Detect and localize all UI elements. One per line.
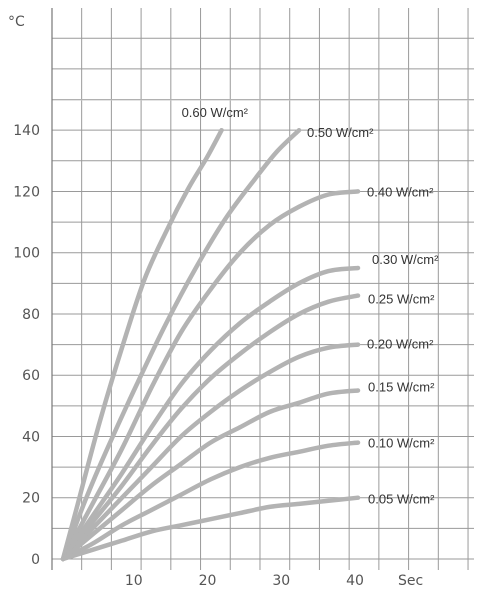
series-label: 0.50 W/cm² — [307, 125, 374, 140]
y-tick-label: 100 — [13, 246, 40, 262]
grid — [51, 8, 474, 570]
series-line — [60, 265, 361, 562]
series-label: 0.40 W/cm² — [367, 184, 434, 199]
series-label: 0.20 W/cm² — [367, 337, 434, 352]
x-tick-label: 20 — [199, 573, 217, 589]
series-label: 0.25 W/cm² — [368, 292, 435, 307]
series-line — [60, 440, 361, 562]
x-tick-label: 40 — [346, 573, 364, 589]
series-label: 0.30 W/cm² — [372, 252, 439, 267]
series-line — [60, 127, 224, 562]
x-tick-label: 30 — [272, 573, 290, 589]
y-tick-label: 80 — [22, 307, 40, 323]
y-tick-label: 40 — [22, 429, 40, 445]
series-label: 0.60 W/cm² — [182, 105, 249, 120]
series-line — [60, 388, 361, 562]
curve-labels: 0.60 W/cm² 0.50 W/cm² 0.40 W/cm² 0.30 W/cm²… — [182, 105, 440, 507]
y-tick-label: 60 — [22, 368, 40, 384]
y-tick-label: 0 — [31, 552, 40, 568]
tick-labels: 0 20 40 60 80 100 120 140 10 20 30 40 — [13, 123, 364, 589]
series-line — [60, 293, 361, 562]
series-line — [60, 127, 302, 562]
series-label: 0.10 W/cm² — [368, 436, 435, 451]
series-line — [60, 189, 361, 562]
y-tick-label: 120 — [13, 184, 40, 200]
curves — [60, 127, 361, 562]
x-unit-label: Sec — [398, 573, 423, 589]
series-line — [60, 495, 361, 562]
series-label: 0.15 W/cm² — [368, 380, 435, 395]
series-line — [60, 342, 361, 562]
series-label: 0.05 W/cm² — [368, 492, 435, 507]
y-tick-label: 20 — [22, 491, 40, 507]
x-tick-label: 10 — [125, 573, 143, 589]
y-unit-label: °C — [8, 14, 25, 30]
y-tick-label: 140 — [13, 123, 40, 139]
